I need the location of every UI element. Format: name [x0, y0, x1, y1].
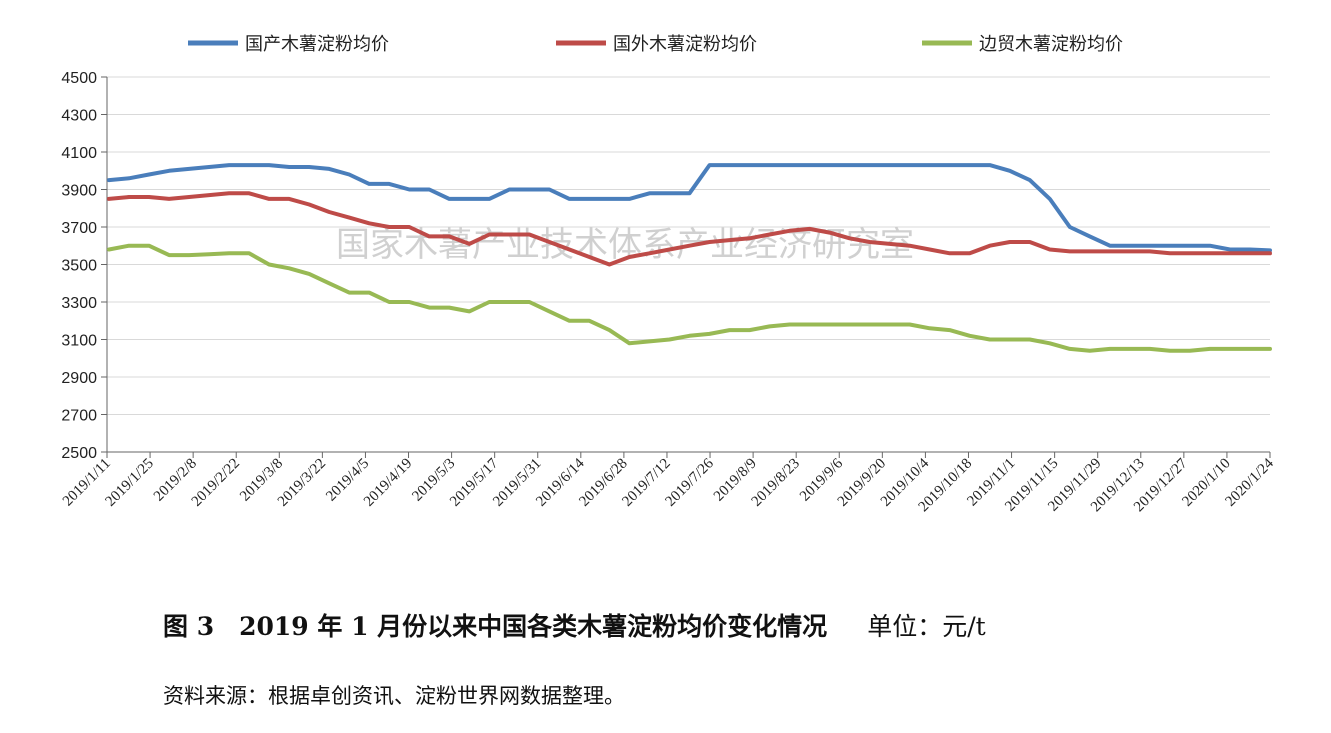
x-tick-label: 2019/4/19	[361, 456, 415, 510]
legend-label-1: 国产木薯淀粉均价	[245, 34, 389, 55]
y-tick-label: 4500	[61, 70, 97, 87]
axes	[101, 76, 1271, 458]
y-tick-label: 3900	[61, 183, 97, 200]
x-tick-label: 2020/1/24	[1222, 455, 1277, 510]
series-line-2	[107, 191, 1272, 267]
legend: 国产木薯淀粉均价 国外木薯淀粉均价 边贸木薯淀粉均价	[188, 34, 1123, 55]
caption-title: 图 3 2019 年 1 月份以来中国各类木薯淀粉均价变化情况	[163, 612, 828, 641]
y-tick-label: 2500	[61, 445, 97, 462]
x-tick-label: 2019/8/23	[749, 456, 803, 510]
series-line-3	[107, 243, 1272, 353]
series-line-1	[107, 163, 1272, 253]
price-line-chart: 国产木薯淀粉均价 国外木薯淀粉均价 边贸木薯淀粉均价 2500 2700 2900 310…	[60, 34, 1277, 515]
x-tick-labels: 2019/1/112019/1/252019/2/82019/2/222019/…	[60, 455, 1277, 515]
y-tick-label: 3700	[61, 220, 97, 237]
data-source-note: 资料来源：根据卓创资讯、淀粉世界网数据整理。	[163, 684, 625, 708]
x-tick-label: 2019/3/22	[275, 456, 329, 510]
legend-label-3: 边贸木薯淀粉均价	[979, 34, 1123, 55]
legend-label-2: 国外木薯淀粉均价	[613, 34, 757, 55]
y-tick-label: 4300	[61, 108, 97, 125]
x-tick-label: 2019/1/25	[103, 456, 157, 510]
y-tick-label: 2900	[61, 370, 97, 387]
series-lines	[107, 163, 1272, 353]
x-tick-label: 2019/2/22	[189, 456, 243, 510]
figure-caption: 图 3 2019 年 1 月份以来中国各类木薯淀粉均价变化情况 单位：元/t	[163, 607, 986, 643]
caption-unit: 单位：元/t	[867, 612, 986, 641]
y-tick-label: 3500	[61, 258, 97, 275]
y-tick-label: 4100	[61, 145, 97, 162]
y-tick-label: 3100	[61, 333, 97, 350]
y-tick-label: 3300	[61, 295, 97, 312]
y-tick-label: 2700	[61, 408, 97, 425]
y-tick-labels: 2500 2700 2900 3100 3300 3500 3700 3900 4100 4300…	[61, 70, 97, 462]
x-tick-label: 2019/7/26	[663, 455, 718, 510]
y-gridlines	[107, 76, 1270, 415]
